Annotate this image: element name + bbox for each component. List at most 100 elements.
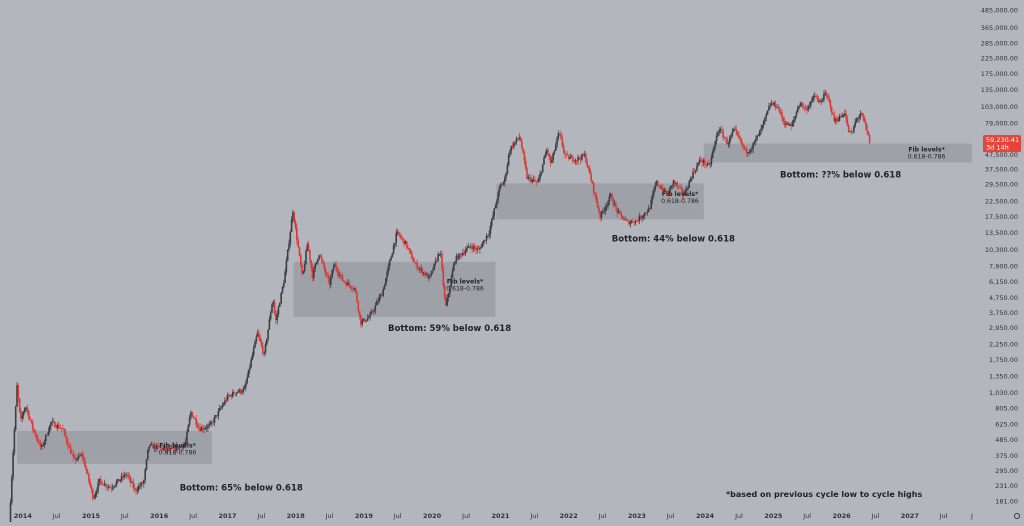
candle-body [513, 143, 515, 148]
candle-body [339, 274, 341, 276]
candle [139, 482, 141, 489]
candle-body [683, 193, 685, 196]
candle [417, 266, 420, 271]
candle [778, 106, 781, 114]
candle-body [24, 407, 26, 412]
candle-body [424, 272, 426, 276]
candle [77, 453, 80, 461]
candle-body [857, 118, 859, 120]
candle-body [118, 479, 120, 482]
candle-body [422, 272, 425, 274]
candle [830, 106, 833, 116]
candle-body [18, 398, 21, 411]
candle-body [201, 427, 204, 430]
candle [534, 176, 536, 183]
candle-body [381, 294, 383, 296]
candle [528, 174, 531, 182]
candle [710, 153, 713, 167]
candle-body [188, 417, 191, 425]
candle [683, 191, 685, 200]
candle [381, 292, 383, 296]
candle-body [331, 270, 333, 277]
candle-body [441, 253, 443, 269]
candle [103, 479, 106, 487]
candle [195, 415, 197, 429]
candle-body [262, 345, 264, 354]
candle [851, 131, 854, 133]
candle [789, 123, 791, 126]
candle-body [864, 121, 867, 126]
candle [722, 128, 724, 141]
candle [394, 243, 396, 249]
candle-body [386, 271, 388, 279]
candle-body [279, 303, 281, 307]
bottom-annotation: Bottom: 44% below 0.618 [612, 234, 735, 244]
candle [484, 239, 486, 242]
candle-body [667, 193, 669, 195]
candle-body [165, 447, 167, 450]
candle [391, 253, 394, 258]
candle [34, 429, 37, 438]
candle [700, 155, 702, 162]
candle-body [109, 486, 111, 488]
candle [841, 112, 843, 118]
candle-body [433, 263, 435, 271]
candle [629, 219, 632, 228]
candle-body [412, 259, 414, 262]
candle-body [759, 130, 761, 136]
candle-body [585, 154, 587, 163]
candle [302, 270, 305, 275]
candle-body [116, 479, 119, 482]
candle [327, 272, 329, 283]
candle-body [493, 208, 496, 216]
candle [379, 293, 382, 300]
candle-body [131, 482, 133, 484]
candle-body [388, 260, 391, 266]
candle [343, 280, 345, 283]
x-tick-label: 2019 [355, 512, 374, 520]
candle [568, 154, 570, 161]
x-tick-label: 2027 [901, 512, 919, 520]
candle-body [17, 385, 20, 399]
candle [89, 478, 91, 488]
candle [239, 388, 242, 395]
candle [235, 391, 238, 397]
candle-body [437, 254, 439, 261]
candle [730, 133, 732, 141]
candle [166, 447, 169, 454]
candle-body [303, 264, 306, 272]
candle [619, 209, 621, 215]
fib-levels-title: Fib levels* [447, 278, 484, 285]
candle [745, 146, 748, 157]
candle [148, 446, 150, 453]
candle [116, 478, 119, 484]
candle [691, 176, 693, 183]
candle-body [808, 105, 811, 107]
candle [390, 255, 392, 261]
candle-body [156, 445, 158, 449]
y-tick-label: 225,000.00 [981, 54, 1018, 62]
candle-body [654, 185, 656, 190]
candle-body [69, 446, 72, 454]
candle-body [97, 482, 99, 491]
candle [493, 207, 496, 220]
candle-body [702, 160, 705, 163]
candle [51, 417, 54, 427]
candle-body [305, 251, 307, 265]
candle [795, 110, 798, 119]
candle [402, 236, 404, 243]
candle [557, 130, 560, 141]
candle-body [334, 264, 336, 267]
candle [75, 454, 77, 465]
candle-body [616, 207, 618, 214]
candle-body [715, 135, 718, 141]
candle-body [148, 446, 150, 450]
settings-gear-icon[interactable] [1013, 512, 1021, 520]
candle [862, 112, 864, 122]
candle-body [647, 208, 650, 213]
candle-body [553, 150, 556, 153]
candle-body [399, 234, 401, 238]
candle-body [26, 407, 29, 412]
candle-body [505, 173, 507, 178]
candle-body [836, 118, 838, 121]
